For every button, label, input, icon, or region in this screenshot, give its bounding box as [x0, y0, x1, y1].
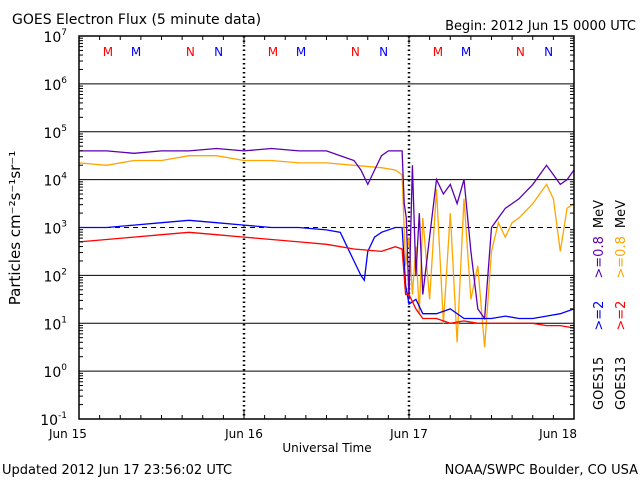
y-tick-label: 106	[43, 76, 67, 94]
series-goes13-0-8-mev	[78, 155, 575, 348]
y-tick-label: 101	[43, 315, 67, 333]
x-tick-label: Jun 18	[538, 427, 577, 441]
y-tick-label: 105	[43, 124, 67, 142]
local-time-marker-N: N	[186, 45, 195, 59]
y-tick-label: 103	[43, 220, 67, 238]
local-time-marker-N: N	[379, 45, 388, 59]
y-tick-label: 107	[43, 28, 67, 46]
local-time-marker-M: M	[103, 45, 113, 59]
legend-entry: >=0.8	[614, 236, 629, 278]
legend-goes13: GOES13 >=2 >=0.8 MeV	[614, 200, 629, 410]
local-time-marker-N: N	[516, 45, 525, 59]
legend-entry: >=0.8	[592, 236, 607, 278]
legend-entry: MeV	[592, 200, 607, 228]
y-axis-label: Particles cm⁻²s⁻¹sr⁻¹	[6, 151, 24, 305]
series-goes13-2-mev	[78, 231, 575, 329]
legend-entry: >=2	[614, 301, 629, 331]
x-axis-label: Universal Time	[282, 441, 371, 455]
local-time-marker-N: N	[214, 45, 223, 59]
local-time-marker-M: M	[268, 45, 278, 59]
x-tick-label: Jun 15	[48, 427, 87, 441]
local-time-marker-N: N	[544, 45, 553, 59]
local-time-marker-M: M	[296, 45, 306, 59]
series-goes15-0-8-mev	[79, 147, 575, 321]
begin-label: Begin: 2012 Jun 15 0000 UTC	[445, 19, 636, 34]
legend-goes15: GOES15 >=2 >=0.8 MeV	[592, 200, 607, 410]
local-time-marker-M: M	[131, 45, 141, 59]
x-tick-label: Jun 17	[389, 427, 428, 441]
legend-entry: >=2	[592, 301, 607, 331]
legend-entry: GOES13	[614, 357, 629, 410]
updated-label: Updated 2012 Jun 17 23:56:02 UTC	[2, 463, 232, 478]
local-time-marker-M: M	[433, 45, 443, 59]
credit-label: NOAA/SWPC Boulder, CO USA	[445, 463, 638, 478]
legend-entry: MeV	[614, 200, 629, 228]
legend-entry: GOES15	[592, 357, 607, 410]
y-tick-label: 102	[43, 267, 67, 285]
y-tick-label: 100	[43, 363, 67, 381]
local-time-marker-N: N	[351, 45, 360, 59]
local-time-marker-M: M	[461, 45, 471, 59]
y-tick-label: 104	[43, 172, 67, 190]
series-goes15-2-mev	[79, 219, 575, 320]
x-tick-label: Jun 16	[224, 427, 263, 441]
chart-title: GOES Electron Flux (5 minute data)	[12, 12, 261, 28]
